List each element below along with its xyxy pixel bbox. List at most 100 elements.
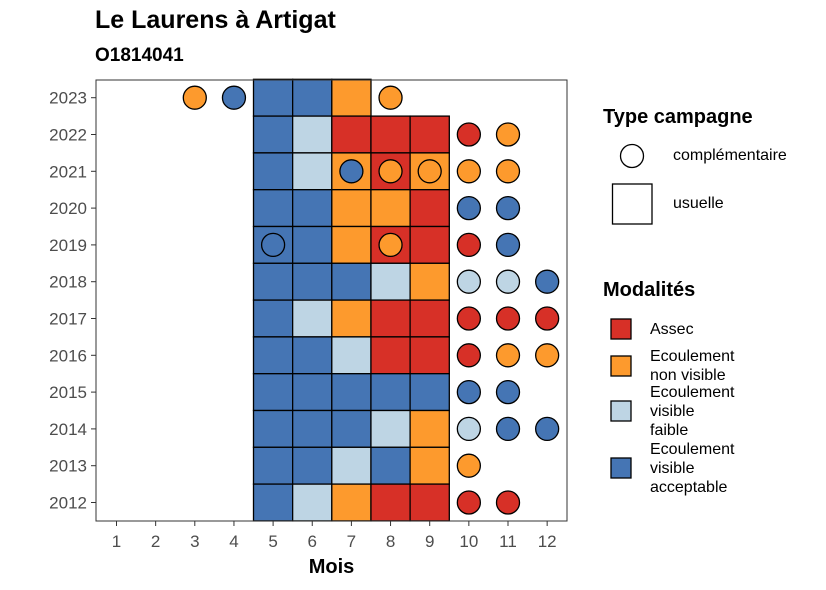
y-tick-label-2014: 2014 bbox=[49, 420, 87, 439]
legend-modalites-title: Modalités bbox=[603, 279, 696, 301]
point-complementaire-2016-11 bbox=[495, 343, 521, 368]
tile-usuelle-2015-7 bbox=[331, 373, 372, 412]
tile-usuelle-2020-6 bbox=[291, 189, 333, 228]
legend-key-0 bbox=[610, 318, 632, 340]
point-complementaire-2020-10 bbox=[456, 195, 482, 221]
tile-usuelle-2017-5 bbox=[252, 299, 294, 338]
x-tick-label-4: 4 bbox=[229, 532, 238, 551]
tile-usuelle-2022-8 bbox=[370, 115, 411, 154]
point-complementaire-2019-5 bbox=[260, 232, 286, 258]
tile-usuelle-2021-6 bbox=[291, 152, 333, 191]
tile-usuelle-2013-8 bbox=[370, 446, 411, 485]
y-tick-label-2019: 2019 bbox=[49, 236, 87, 255]
legend-circle-key bbox=[619, 143, 645, 169]
tile-usuelle-2014-6 bbox=[291, 409, 333, 448]
tile-usuelle-2020-5 bbox=[252, 189, 294, 228]
x-tick-label-10: 10 bbox=[459, 532, 478, 551]
point-complementaire-2023-8 bbox=[378, 85, 403, 110]
tile-usuelle-2014-7 bbox=[331, 409, 372, 448]
tile-usuelle-2017-7 bbox=[331, 299, 372, 338]
tile-usuelle-2017-6 bbox=[291, 299, 333, 338]
y-tick-label-2020: 2020 bbox=[49, 199, 87, 218]
tile-usuelle-2018-5 bbox=[252, 262, 294, 301]
tile-usuelle-2013-7 bbox=[331, 446, 372, 485]
point-complementaire-2019-8 bbox=[378, 232, 403, 258]
x-axis-title: Mois bbox=[309, 556, 355, 578]
legend-modalite-label-2: Ecoulement visible faible bbox=[650, 383, 735, 439]
plot-border bbox=[95, 79, 568, 522]
tile-usuelle-2018-7 bbox=[331, 262, 372, 301]
tile-usuelle-2018-6 bbox=[291, 262, 333, 301]
point-complementaire-2017-12 bbox=[535, 306, 560, 331]
tile-usuelle-2019-6 bbox=[291, 225, 333, 264]
point-complementaire-2014-10 bbox=[456, 416, 482, 442]
tile-usuelle-2016-9 bbox=[409, 336, 450, 375]
point-complementaire-2021-8 bbox=[378, 159, 403, 184]
point-complementaire-2018-10 bbox=[456, 269, 482, 294]
legend-modalite-label-3: Ecoulement visible acceptable bbox=[650, 440, 735, 496]
point-complementaire-2014-11 bbox=[495, 416, 521, 442]
y-tick-label-2016: 2016 bbox=[49, 346, 87, 365]
tile-usuelle-2012-8 bbox=[370, 483, 411, 522]
y-tick-label-2021: 2021 bbox=[49, 162, 87, 181]
tile-usuelle-2012-7 bbox=[331, 483, 372, 522]
legend-key-3 bbox=[610, 457, 632, 479]
tile-usuelle-2022-6 bbox=[291, 115, 333, 154]
point-complementaire-2023-4 bbox=[221, 85, 247, 110]
x-tick-label-12: 12 bbox=[538, 532, 557, 551]
legend-type-title: Type campagne bbox=[603, 106, 753, 128]
point-complementaire-2017-11 bbox=[495, 306, 521, 331]
y-tick-label-2015: 2015 bbox=[49, 383, 87, 402]
y-tick-label-2012: 2012 bbox=[49, 494, 87, 513]
point-complementaire-2015-10 bbox=[456, 379, 482, 405]
tile-usuelle-2013-5 bbox=[252, 446, 294, 485]
legend-key-2 bbox=[610, 400, 632, 422]
x-tick-label-2: 2 bbox=[151, 532, 160, 551]
point-complementaire-2016-12 bbox=[535, 343, 560, 368]
point-complementaire-2019-10 bbox=[456, 232, 482, 258]
point-complementaire-2018-12 bbox=[535, 269, 560, 294]
tile-usuelle-2018-9 bbox=[409, 262, 450, 301]
point-complementaire-2019-11 bbox=[495, 232, 521, 258]
tile-usuelle-2019-9 bbox=[409, 225, 450, 264]
point-complementaire-2012-10 bbox=[456, 490, 482, 515]
point-complementaire-2020-11 bbox=[495, 195, 521, 221]
x-tick-label-8: 8 bbox=[386, 532, 395, 551]
tile-usuelle-2018-8 bbox=[370, 262, 411, 301]
x-tick-label-6: 6 bbox=[308, 532, 317, 551]
tile-usuelle-2017-9 bbox=[409, 299, 450, 338]
point-complementaire-2023-3 bbox=[182, 85, 207, 110]
tile-usuelle-2013-9 bbox=[409, 446, 450, 485]
legend-modalite-label-1: Ecoulement non visible bbox=[650, 348, 735, 384]
tile-usuelle-2022-7 bbox=[331, 115, 372, 154]
tile-usuelle-2016-5 bbox=[252, 336, 294, 375]
tile-usuelle-2019-7 bbox=[331, 225, 372, 264]
point-complementaire-2022-11 bbox=[495, 122, 521, 147]
chart-title: Le Laurens à Artigat bbox=[95, 6, 336, 34]
legend-square-key bbox=[611, 183, 653, 225]
point-complementaire-2016-10 bbox=[456, 343, 482, 368]
tile-usuelle-2015-6 bbox=[291, 373, 333, 412]
point-complementaire-2021-7 bbox=[339, 159, 364, 184]
tile-usuelle-2015-8 bbox=[370, 373, 411, 412]
y-tick-label-2013: 2013 bbox=[49, 457, 87, 476]
tile-usuelle-2017-8 bbox=[370, 299, 411, 338]
point-complementaire-2015-11 bbox=[495, 379, 521, 405]
tile-usuelle-2021-5 bbox=[252, 152, 294, 191]
tile-usuelle-2016-6 bbox=[291, 336, 333, 375]
tile-usuelle-2012-6 bbox=[291, 483, 333, 522]
point-complementaire-2017-10 bbox=[456, 306, 482, 331]
point-complementaire-2012-11 bbox=[495, 490, 521, 515]
point-complementaire-2021-9 bbox=[417, 159, 442, 184]
point-complementaire-2021-11 bbox=[495, 159, 521, 184]
point-complementaire-2021-10 bbox=[456, 159, 482, 184]
tile-usuelle-2023-6 bbox=[291, 78, 333, 117]
tile-usuelle-2014-9 bbox=[409, 409, 450, 448]
legend-key-1 bbox=[610, 355, 632, 377]
tile-usuelle-2022-9 bbox=[409, 115, 450, 154]
y-tick-label-2018: 2018 bbox=[49, 273, 87, 292]
tile-usuelle-2023-7 bbox=[331, 78, 372, 117]
legend-type-label-0: complémentaire bbox=[673, 147, 787, 164]
x-tick-label-9: 9 bbox=[425, 532, 434, 551]
